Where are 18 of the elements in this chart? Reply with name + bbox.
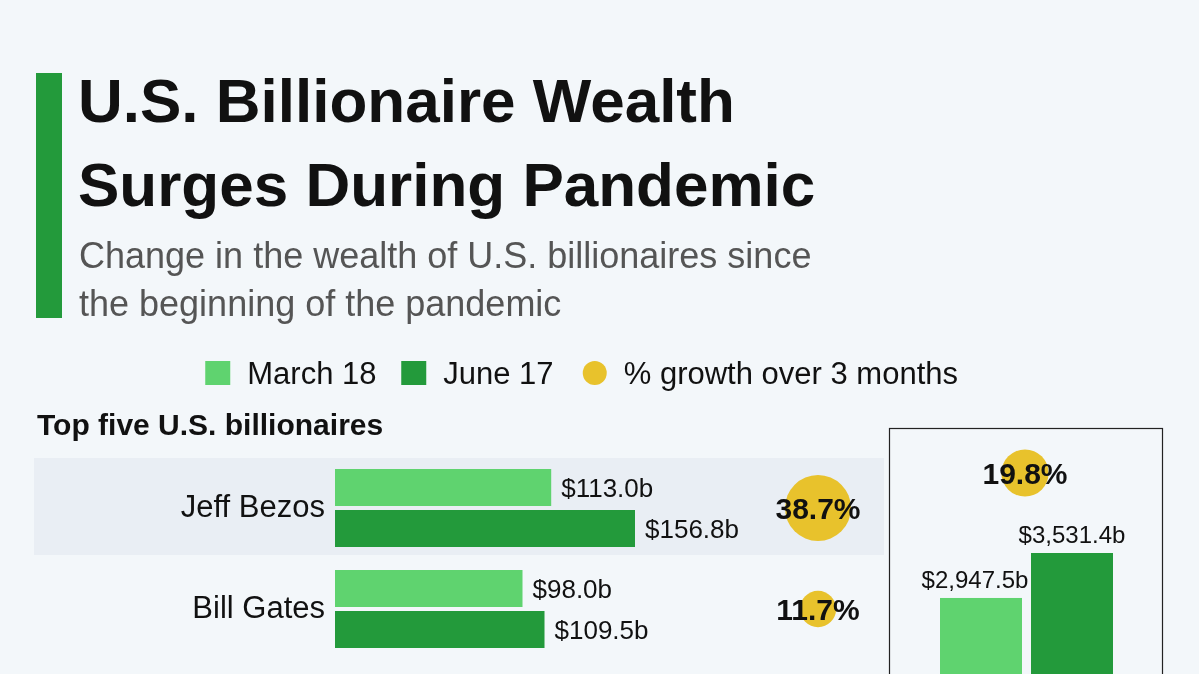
text: Top five U.S. billionaires [37, 408, 384, 441]
bar [335, 469, 552, 506]
bar [335, 611, 545, 648]
bar [335, 510, 635, 547]
data-label: $3,531.4b [1018, 521, 1126, 548]
y-tick-label: Jeff Bezos [180, 489, 325, 524]
data-label: $156.8b [645, 514, 739, 544]
y-tick-label: Bill Gates [192, 590, 325, 625]
data-label: $98.0b [532, 574, 613, 604]
chart-subtitle: Change in the wealth of U.S. billionaires since the beginning of the pandemic [79, 235, 812, 324]
legend-label: March 18 [247, 356, 377, 391]
data-label: $113.0b [561, 473, 654, 503]
text: % growth over 3 months [623, 356, 959, 391]
legend-label: June 17 [443, 356, 554, 391]
chart-title: U.S. Billionaire Wealth Surges During Pandemic [78, 66, 816, 219]
data-label: $109.5b [554, 615, 649, 645]
bar [335, 570, 523, 607]
data-label: $2,947.5b [921, 565, 1029, 593]
